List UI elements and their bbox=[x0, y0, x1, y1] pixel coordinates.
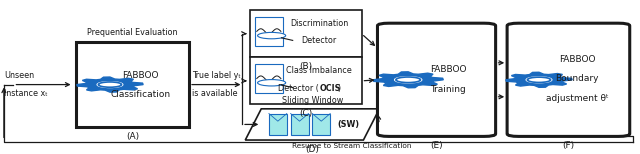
Text: Detector (: Detector ( bbox=[278, 84, 319, 93]
Text: Instance xₜ: Instance xₜ bbox=[4, 89, 47, 98]
Text: True label yₜ: True label yₜ bbox=[192, 71, 241, 80]
Text: (SW): (SW) bbox=[337, 120, 360, 129]
Bar bbox=[269, 113, 287, 135]
Text: is available: is available bbox=[192, 89, 238, 98]
Text: Class Imbalance: Class Imbalance bbox=[286, 66, 352, 75]
Text: Detector: Detector bbox=[301, 36, 337, 45]
Polygon shape bbox=[506, 72, 572, 87]
Circle shape bbox=[257, 32, 285, 39]
Circle shape bbox=[395, 77, 422, 83]
FancyBboxPatch shape bbox=[378, 23, 495, 136]
Text: Prequential Evaluation: Prequential Evaluation bbox=[87, 28, 178, 36]
Text: (A): (A) bbox=[126, 132, 139, 141]
Text: Sliding Window: Sliding Window bbox=[282, 96, 343, 105]
FancyBboxPatch shape bbox=[507, 23, 630, 136]
Bar bbox=[291, 113, 308, 135]
Circle shape bbox=[257, 80, 285, 86]
Text: (D): (D) bbox=[305, 145, 319, 154]
Text: FABBOO: FABBOO bbox=[122, 71, 159, 80]
Polygon shape bbox=[77, 77, 143, 92]
Text: (C): (C) bbox=[299, 109, 312, 118]
Polygon shape bbox=[373, 72, 444, 88]
Circle shape bbox=[526, 77, 552, 83]
Text: Boundary: Boundary bbox=[556, 74, 599, 83]
Text: (E): (E) bbox=[430, 141, 443, 150]
Text: Unseen: Unseen bbox=[4, 71, 34, 80]
Text: Resume to Stream Classification: Resume to Stream Classification bbox=[292, 143, 412, 149]
Circle shape bbox=[97, 82, 123, 87]
Bar bbox=[255, 64, 283, 93]
Text: Training: Training bbox=[431, 85, 466, 94]
Text: (F): (F) bbox=[563, 141, 575, 150]
Text: Classification: Classification bbox=[111, 90, 170, 99]
Text: adjustment θᵗ: adjustment θᵗ bbox=[546, 94, 608, 103]
Text: ): ) bbox=[337, 84, 340, 93]
Bar bbox=[255, 17, 283, 46]
Text: (B): (B) bbox=[299, 62, 312, 71]
Polygon shape bbox=[245, 109, 380, 140]
Bar bbox=[250, 10, 362, 57]
Text: OCIS: OCIS bbox=[320, 84, 341, 93]
Text: FABBOO: FABBOO bbox=[430, 65, 467, 74]
Bar bbox=[76, 42, 189, 127]
Text: FABBOO: FABBOO bbox=[559, 55, 595, 64]
Bar bbox=[312, 113, 330, 135]
Bar bbox=[250, 57, 362, 104]
Text: Discrimination: Discrimination bbox=[290, 19, 348, 28]
